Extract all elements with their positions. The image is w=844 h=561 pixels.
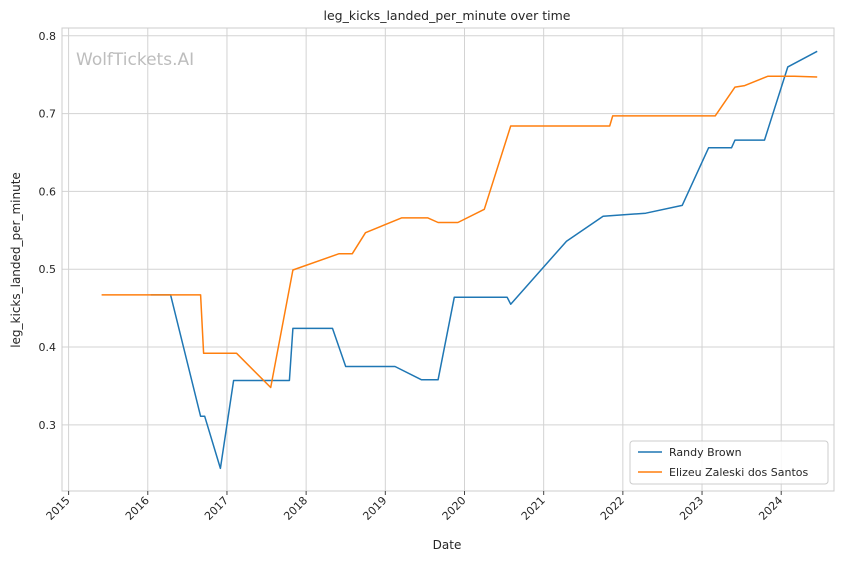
y-tick-label: 0.5: [39, 263, 57, 276]
chart-title: leg_kicks_landed_per_minute over time: [324, 8, 571, 23]
y-tick-label: 0.4: [39, 341, 57, 354]
x-tick-label: 2023: [677, 494, 706, 523]
legend: Randy Brown Elizeu Zaleski dos Santos: [629, 440, 829, 485]
grid: [62, 28, 834, 491]
x-tick-label: 2022: [598, 494, 627, 523]
y-tick-label: 0.8: [39, 30, 57, 43]
x-tick-label: 2018: [281, 494, 310, 523]
x-tick-label: 2015: [44, 494, 73, 523]
y-tick-label: 0.6: [39, 185, 57, 198]
x-tick-label: 2016: [123, 494, 152, 523]
y-axis-label: leg_kicks_landed_per_minute: [9, 172, 23, 348]
watermark: WolfTickets.AI: [76, 50, 194, 70]
y-tick-labels: 0.3 0.4 0.5 0.6 0.7 0.8: [39, 30, 57, 432]
x-tick-label: 2024: [756, 494, 785, 523]
y-tick-label: 0.3: [39, 419, 57, 432]
y-tick-label: 0.7: [39, 108, 57, 121]
series-layer: [101, 50, 818, 470]
legend-box: [629, 440, 829, 485]
series-line-elizeu-zaleski-dos-santos: [101, 75, 818, 389]
legend-label-elizeu-zaleski-dos-santos: Elizeu Zaleski dos Santos: [669, 466, 809, 479]
x-tick-labels: 2015 2016 2017 2018 2019 2020 2021 2022 2023 2024: [44, 491, 785, 523]
x-tick-label: 2019: [360, 494, 389, 523]
plot-frame: [61, 27, 835, 492]
x-tick-label: 2020: [440, 494, 469, 523]
legend-label-randy-brown: Randy Brown: [669, 446, 742, 459]
x-tick-label: 2021: [519, 494, 548, 523]
x-axis-label: Date: [433, 538, 462, 552]
x-tick-label: 2017: [202, 494, 231, 523]
series-line-randy-brown: [150, 50, 818, 470]
